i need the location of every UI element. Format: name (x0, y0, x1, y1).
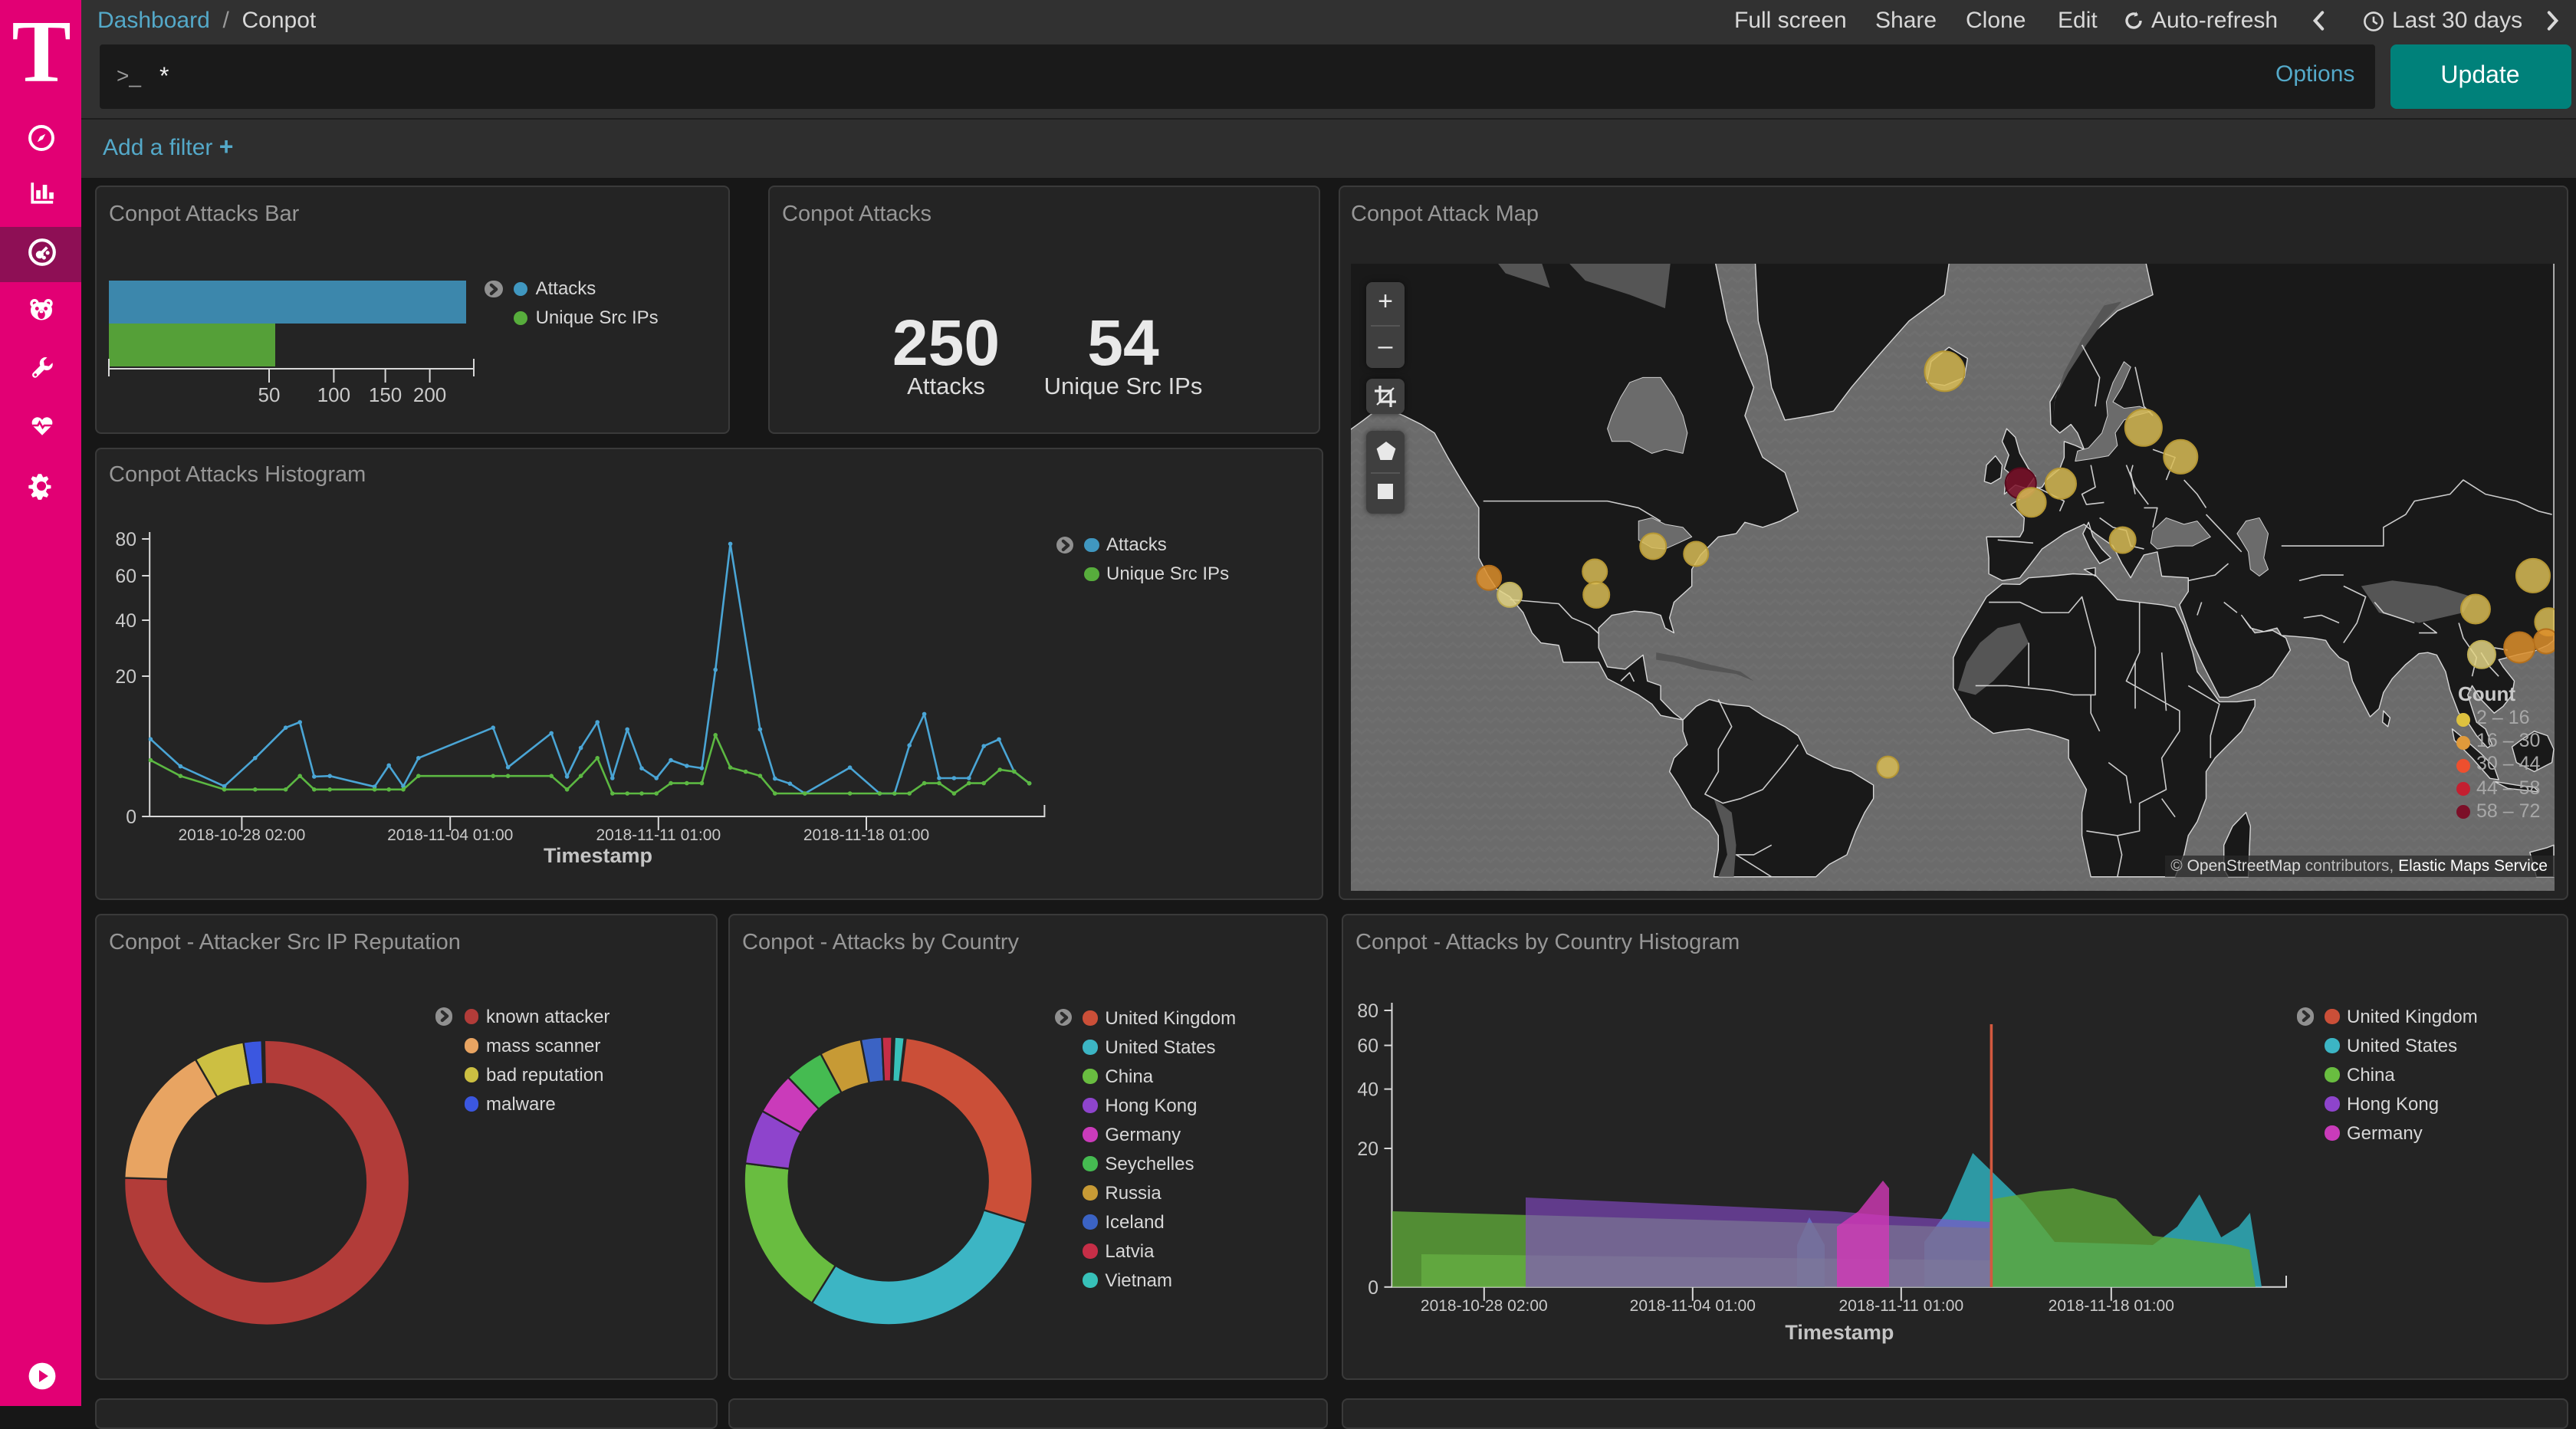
svg-text:2018-11-04 01:00: 2018-11-04 01:00 (387, 826, 513, 843)
svg-text:0: 0 (1368, 1278, 1378, 1299)
svg-text:150: 150 (369, 383, 402, 406)
svg-text:2018-11-18 01:00: 2018-11-18 01:00 (2049, 1297, 2174, 1315)
svg-text:80: 80 (115, 529, 136, 550)
svg-text:60: 60 (1357, 1036, 1378, 1057)
svg-text:2018-11-18 01:00: 2018-11-18 01:00 (803, 826, 929, 843)
svg-text:20: 20 (115, 666, 136, 687)
svg-text:50: 50 (258, 383, 281, 406)
svg-text:20: 20 (1357, 1139, 1378, 1160)
svg-text:100: 100 (317, 383, 350, 406)
svg-text:Timestamp: Timestamp (544, 843, 652, 866)
svg-text:2018-11-04 01:00: 2018-11-04 01:00 (1630, 1297, 1756, 1315)
svg-text:2018-10-28 02:00: 2018-10-28 02:00 (1421, 1297, 1548, 1315)
svg-text:40: 40 (115, 610, 136, 631)
svg-text:2018-10-28 02:00: 2018-10-28 02:00 (178, 826, 305, 843)
svg-text:40: 40 (1357, 1080, 1378, 1101)
svg-text:0: 0 (126, 806, 136, 827)
svg-text:2018-11-11 01:00: 2018-11-11 01:00 (1838, 1297, 1963, 1315)
svg-text:200: 200 (413, 383, 446, 406)
svg-text:60: 60 (115, 566, 136, 586)
svg-text:2018-11-11 01:00: 2018-11-11 01:00 (596, 826, 721, 843)
svg-text:Timestamp: Timestamp (1785, 1321, 1894, 1344)
svg-text:80: 80 (1357, 1001, 1378, 1022)
